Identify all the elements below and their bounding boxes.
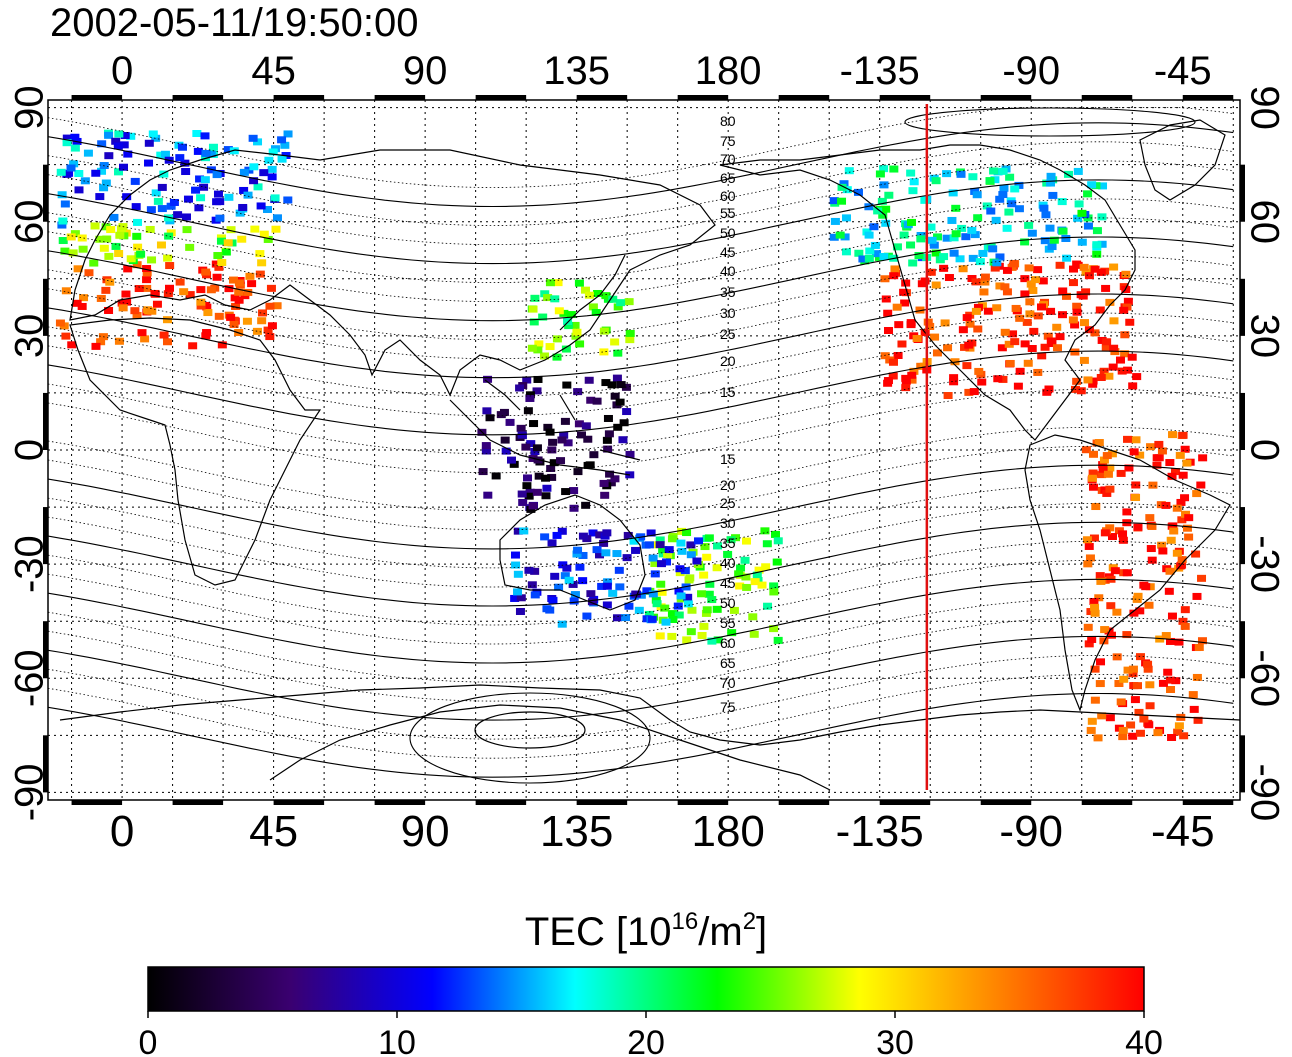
right-lat-tick: -60: [1242, 649, 1286, 707]
left-lat-tick: -30: [8, 535, 52, 593]
colorbar-tick-label: 40: [1125, 1024, 1163, 1057]
left-latitude-ticks: 90 60 30 0 -30 -60 -90: [8, 85, 52, 821]
colorbar-tick-label: 0: [139, 1024, 158, 1057]
left-lat-tick: 30: [8, 314, 52, 359]
contour-label: 70: [720, 151, 736, 167]
colorbar-tick-label: 30: [876, 1024, 914, 1057]
contour-label: 75: [720, 699, 736, 715]
bottom-lon-tick: 0: [110, 807, 134, 856]
coastlines: [59, 119, 1240, 791]
contour-label: 65: [720, 655, 736, 671]
contour-label: 50: [720, 595, 736, 611]
contour-label: 55: [720, 205, 736, 221]
coastline-antarctica: [59, 684, 1240, 746]
coastline-australia: [499, 494, 646, 611]
colorbar: [147, 966, 1145, 1012]
bottom-lon-tick: 135: [540, 807, 613, 856]
contour-label: 30: [720, 515, 736, 531]
contour-label: 60: [720, 188, 736, 204]
coastline-north-america: [719, 144, 1136, 441]
top-lon-tick: 0: [111, 49, 133, 93]
coastline-south-america: [1024, 434, 1231, 712]
top-lon-tick: 45: [251, 49, 296, 93]
right-latitude-ticks: 90 60 30 0 -30 -60 -90: [1242, 85, 1286, 821]
colorbar-label: TEC [1016/m2]: [525, 908, 767, 954]
contour-label: 20: [720, 353, 736, 369]
contour-label: 15: [720, 451, 736, 467]
right-lat-tick: 90: [1242, 85, 1286, 130]
coastline-ross-sea: [269, 704, 831, 791]
colorbar-tick-label: 10: [378, 1024, 416, 1057]
bottom-longitude-ticks: 0 45 90 135 180 -135 -90 -45: [110, 807, 1215, 856]
contour-label: 20: [720, 477, 736, 493]
contour-labels: 8075706560555045403530252015152025303540…: [720, 113, 736, 715]
coastline-eurasia: [69, 149, 716, 397]
top-lon-tick: -45: [1154, 49, 1212, 93]
top-lon-tick: 180: [695, 49, 762, 93]
contour-label: 65: [720, 170, 736, 186]
figure-title: 2002-05-11/19:50:00: [50, 1, 418, 45]
left-lat-tick: -90: [8, 763, 52, 821]
bottom-lon-tick: 180: [691, 807, 764, 856]
left-lat-tick: 60: [8, 199, 52, 244]
contour-label: 45: [720, 575, 736, 591]
left-lat-tick: 0: [8, 439, 52, 461]
contour-label: 45: [720, 244, 736, 260]
contour-label: 70: [720, 675, 736, 691]
top-longitude-ticks: 0 45 90 135 180 -135 -90 -45: [111, 49, 1212, 93]
right-lat-tick: -90: [1242, 763, 1286, 821]
contour-label: 30: [720, 305, 736, 321]
coastline-greenland: [1139, 119, 1226, 201]
contour-label: 40: [720, 263, 736, 279]
left-lat-tick: 90: [8, 85, 52, 130]
bottom-lon-tick: -90: [999, 807, 1063, 856]
contour-label: 40: [720, 555, 736, 571]
magnetic-latitude-contours: [48, 107, 1234, 784]
top-lon-tick: 135: [543, 49, 610, 93]
left-lat-tick: -60: [8, 649, 52, 707]
top-lon-tick: -135: [840, 49, 920, 93]
contour-label: 25: [720, 326, 736, 342]
coastline-japan: [559, 254, 626, 331]
map-border-bars: [43, 95, 1245, 805]
contour-label: 80: [720, 113, 736, 129]
contour-label: 50: [720, 225, 736, 241]
bottom-lon-tick: 45: [249, 807, 298, 856]
coastline-africa: [69, 317, 322, 586]
contour-label: 60: [720, 635, 736, 651]
right-lat-tick: 60: [1242, 199, 1286, 244]
colorbar-tick-label: 20: [627, 1024, 665, 1057]
coastline-indonesia: [449, 379, 641, 476]
top-lon-tick: 90: [403, 49, 448, 93]
contour-label: 55: [720, 615, 736, 631]
contour-label: 35: [720, 284, 736, 300]
top-lon-tick: -90: [1002, 49, 1060, 93]
bottom-lon-tick: -45: [1151, 807, 1215, 856]
bottom-lon-tick: -135: [836, 807, 924, 856]
contour-label: 15: [720, 384, 736, 400]
contour-label: 25: [720, 495, 736, 511]
colorbar-ticks: 0 10 20 30 40: [139, 1011, 1163, 1057]
bottom-lon-tick: 90: [401, 807, 450, 856]
contour-label: 35: [720, 535, 736, 551]
right-lat-tick: -30: [1242, 535, 1286, 593]
right-lat-tick: 0: [1242, 439, 1286, 461]
right-lat-tick: 30: [1242, 314, 1286, 359]
contour-label: 75: [720, 133, 736, 149]
